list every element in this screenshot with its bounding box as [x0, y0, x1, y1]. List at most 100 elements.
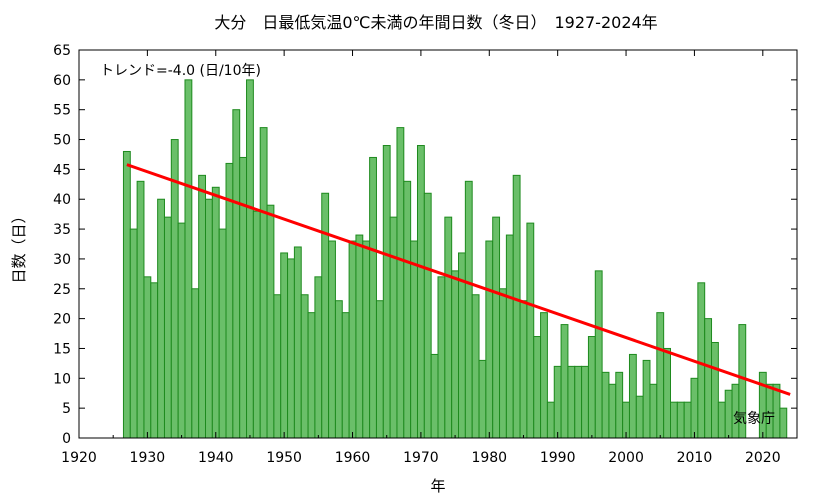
bar-1940 — [211, 186, 220, 439]
bar-1946 — [252, 210, 261, 439]
bar-1931 — [150, 282, 159, 439]
bar-1994 — [581, 365, 589, 439]
bar-1961 — [355, 234, 364, 439]
bar-1973 — [437, 276, 446, 439]
y-tick-label: 40 — [53, 192, 71, 208]
bar-2012 — [704, 318, 713, 439]
x-axis-title: 年 — [430, 477, 445, 495]
bar-1969 — [410, 240, 418, 439]
y-tick-label: 45 — [53, 162, 71, 178]
bar-2023 — [779, 407, 788, 439]
bar-1984 — [512, 174, 521, 439]
bar-1930 — [143, 276, 152, 439]
bar-1950 — [280, 252, 289, 439]
bar-1938 — [198, 174, 207, 439]
bar-1977 — [464, 180, 473, 439]
bar-1935 — [177, 222, 186, 439]
x-tick-label: 1990 — [540, 450, 576, 466]
bar-1963 — [369, 156, 377, 439]
bar-1957 — [328, 240, 336, 439]
bar-1960 — [348, 240, 357, 439]
bar-2001 — [628, 353, 637, 439]
bar-1991 — [560, 324, 569, 439]
bar-1980 — [485, 240, 494, 439]
trend-layer — [126, 163, 791, 396]
bar-2011 — [697, 282, 706, 439]
bar-1979 — [478, 359, 487, 439]
x-tick-label: 1980 — [471, 450, 507, 466]
bar-1943 — [232, 109, 241, 439]
bar-1929 — [136, 180, 145, 439]
y-tick-label: 25 — [53, 282, 71, 298]
x-tick-label: 1920 — [61, 450, 97, 466]
bar-1988 — [540, 312, 548, 439]
bar-1986 — [526, 222, 535, 439]
x-tick-label: 2010 — [677, 450, 713, 466]
axes-layer: 0 5 10 15 20 25 30 35 40 45 50 55 60 65 1920 1930 1940 19… — [53, 43, 798, 466]
y-tick-label: 5 — [62, 401, 71, 417]
bar-1954 — [307, 312, 316, 439]
bar-2006 — [663, 347, 671, 439]
bar-2002 — [635, 395, 644, 439]
bar-1958 — [334, 300, 343, 439]
y-tick-label: 30 — [53, 252, 71, 268]
plot-frame — [78, 49, 798, 439]
trend-label: トレンド=-4.0 (日/10年) — [100, 63, 261, 79]
bar-1974 — [444, 216, 453, 439]
bar-1999 — [615, 371, 624, 439]
bar-1972 — [430, 353, 439, 439]
y-tick-label: 60 — [53, 73, 71, 89]
x-tick-label: 1950 — [266, 450, 302, 466]
bar-1934 — [170, 139, 179, 439]
bar-1944 — [239, 156, 248, 439]
bar-2013 — [711, 341, 719, 439]
bars-layer — [122, 79, 788, 439]
bar-2015 — [724, 389, 733, 439]
bar-1965 — [382, 145, 391, 439]
bar-1942 — [225, 162, 234, 439]
bar-1941 — [218, 228, 227, 439]
bar-2014 — [717, 401, 726, 439]
bar-1971 — [423, 192, 432, 439]
bar-1947 — [259, 127, 268, 439]
bar-1959 — [341, 312, 350, 439]
y-tick-label: 50 — [53, 133, 71, 149]
y-tick-label: 35 — [53, 222, 71, 238]
bar-1949 — [273, 294, 282, 439]
bar-1997 — [601, 371, 610, 439]
bar-1978 — [471, 294, 480, 439]
x-tick-label: 1930 — [130, 450, 166, 466]
y-axis-title: 日数（日） — [10, 208, 28, 283]
bar-1989 — [546, 401, 555, 439]
bar-1982 — [499, 288, 507, 439]
bar-1975 — [451, 270, 460, 439]
trend-line — [126, 163, 791, 396]
bar-2008 — [676, 401, 685, 439]
x-tick-label: 1960 — [335, 450, 371, 466]
bar-1983 — [505, 234, 514, 439]
bar-1953 — [300, 294, 309, 439]
x-tick-label: 1970 — [403, 450, 439, 466]
bar-1970 — [416, 145, 425, 439]
bar-1967 — [396, 127, 405, 439]
bar-2010 — [690, 377, 699, 439]
x-tick-label: 2000 — [608, 450, 644, 466]
bar-1939 — [205, 198, 213, 439]
bar-1927 — [122, 150, 131, 439]
bar-1952 — [293, 246, 302, 439]
bar-1992 — [567, 365, 576, 439]
source-label: 気象庁 — [733, 411, 775, 427]
y-tick-label: 55 — [53, 103, 71, 119]
bar-1987 — [533, 336, 542, 439]
bar-2004 — [649, 383, 658, 439]
bar-2020 — [758, 371, 767, 439]
bar-1998 — [608, 383, 617, 439]
bar-1962 — [362, 240, 371, 439]
bar-1956 — [321, 192, 330, 439]
x-tick-label: 1940 — [198, 450, 234, 466]
bar-1981 — [492, 216, 501, 439]
bar-1955 — [314, 276, 323, 439]
y-tick-label: 20 — [53, 312, 71, 328]
